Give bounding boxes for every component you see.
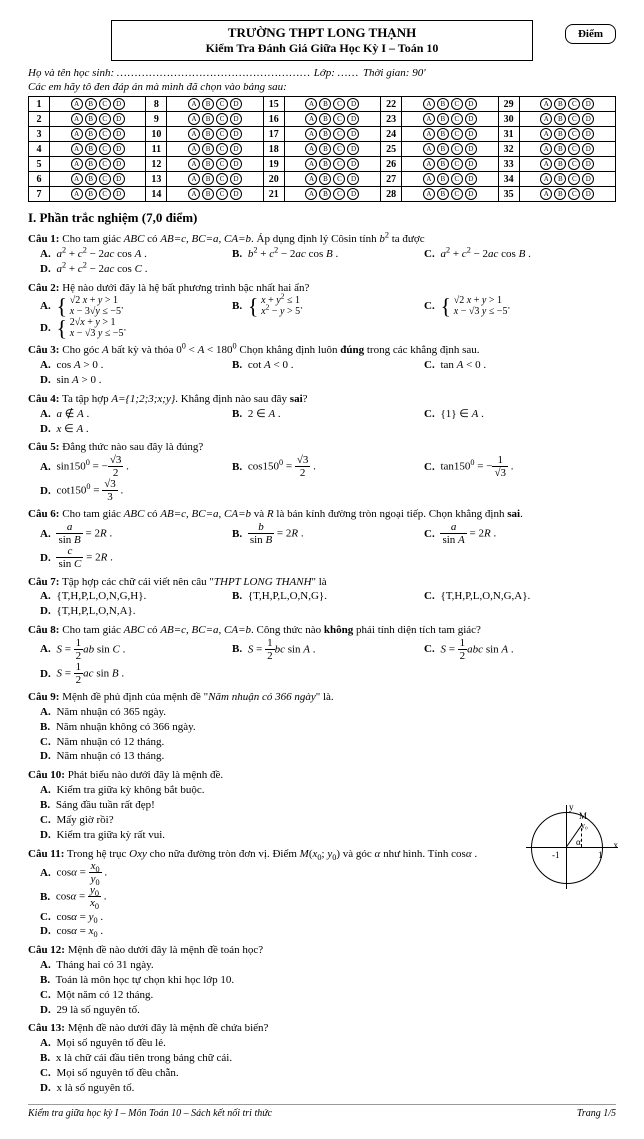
bubble-cell[interactable]: ABCD	[519, 172, 615, 187]
question-8: Câu 8: Cho tam giác ABC có AB=c, BC=a, C…	[28, 623, 616, 686]
bubble-cell[interactable]: ABCD	[402, 142, 498, 157]
question-13: Câu 13: Mệnh đề nào dưới đây là mệnh đề …	[28, 1021, 616, 1095]
bubble-cell[interactable]: ABCD	[519, 157, 615, 172]
bubble-cell[interactable]: ABCD	[284, 187, 380, 202]
bubble-number: 15	[263, 97, 284, 112]
question-6: Câu 6: Cho tam giác ABC có AB=c, BC=a, C…	[28, 507, 616, 570]
bubble-number: 24	[381, 127, 402, 142]
bubble-number: 29	[498, 97, 519, 112]
bubble-number: 1	[29, 97, 50, 112]
bubble-number: 20	[263, 172, 284, 187]
bubble-cell[interactable]: ABCD	[284, 97, 380, 112]
score-box: Điểm	[565, 24, 616, 44]
bubble-cell[interactable]: ABCD	[167, 157, 263, 172]
bubble-cell[interactable]: ABCD	[167, 97, 263, 112]
bubble-cell[interactable]: ABCD	[402, 97, 498, 112]
footer-left: Kiểm tra giữa học kỳ I – Môn Toán 10 – S…	[28, 1108, 272, 1119]
bubble-cell[interactable]: ABCD	[519, 187, 615, 202]
exam-title: Kiểm Tra Đánh Giá Giữa Học Kỳ I – Toán 1…	[142, 41, 502, 56]
bubble-number: 10	[146, 127, 167, 142]
bubble-number: 25	[381, 142, 402, 157]
bubble-cell[interactable]: ABCD	[167, 127, 263, 142]
bubble-cell[interactable]: ABCD	[167, 112, 263, 127]
class-label: Lớp:	[314, 67, 335, 79]
question-2: Câu 2: Hệ nào dưới đây là hệ bất phương …	[28, 281, 616, 340]
student-info-line: Họ và tên học sinh: ……………………………………………… L…	[28, 67, 616, 79]
bubble-number: 33	[498, 157, 519, 172]
header-box: TRƯỜNG THPT LONG THẠNH Kiểm Tra Đánh Giá…	[111, 20, 533, 61]
bubble-cell[interactable]: ABCD	[50, 157, 146, 172]
bubble-number: 35	[498, 187, 519, 202]
section-title: I. Phần trắc nghiệm (7,0 điểm)	[28, 210, 616, 226]
bubble-cell[interactable]: ABCD	[519, 142, 615, 157]
question-4: Câu 4: Ta tập hợp A={1;2;3;x;y}. Khẳng đ…	[28, 392, 616, 437]
school-name: TRƯỜNG THPT LONG THẠNH	[142, 25, 502, 41]
bubble-number: 34	[498, 172, 519, 187]
bubble-number: 12	[146, 157, 167, 172]
bubble-number: 5	[29, 157, 50, 172]
bubble-number: 23	[381, 112, 402, 127]
bubble-cell[interactable]: ABCD	[50, 187, 146, 202]
question-7: Câu 7: Tập hợp các chữ cái viết nên câu …	[28, 575, 616, 620]
bubble-number: 19	[263, 157, 284, 172]
question-3: Câu 3: Cho góc A bất kỳ và thỏa 00 < A <…	[28, 343, 616, 388]
bubble-cell[interactable]: ABCD	[402, 187, 498, 202]
bubble-number: 28	[381, 187, 402, 202]
question-9: Câu 9: Mệnh đề phủ định của mệnh đề "Năm…	[28, 690, 616, 764]
bubble-cell[interactable]: ABCD	[519, 112, 615, 127]
question-11: Câu 11: Trong hệ trục Oxy cho nữa đường …	[28, 847, 616, 940]
bubble-number: 18	[263, 142, 284, 157]
question-5: Câu 5: Đẳng thức nào sau đây là đúng? A.…	[28, 440, 616, 503]
bubble-cell[interactable]: ABCD	[284, 172, 380, 187]
bubble-cell[interactable]: ABCD	[284, 127, 380, 142]
answer-bubble-table: 1ABCD8ABCD15ABCD22ABCD29ABCD2ABCD9ABCD16…	[28, 96, 616, 202]
bubble-cell[interactable]: ABCD	[167, 172, 263, 187]
bubble-number: 13	[146, 172, 167, 187]
bubble-number: 14	[146, 187, 167, 202]
bubble-cell[interactable]: ABCD	[284, 142, 380, 157]
bubble-number: 21	[263, 187, 284, 202]
question-12: Câu 12: Mệnh đề nào dưới đây là mệnh đề …	[28, 943, 616, 1017]
bubble-cell[interactable]: ABCD	[167, 187, 263, 202]
bubble-cell[interactable]: ABCD	[50, 172, 146, 187]
name-label: Họ và tên học sinh:	[28, 67, 114, 79]
bubble-number: 9	[146, 112, 167, 127]
bubble-cell[interactable]: ABCD	[167, 142, 263, 157]
bubble-cell[interactable]: ABCD	[50, 142, 146, 157]
bubble-number: 32	[498, 142, 519, 157]
bubble-number: 2	[29, 112, 50, 127]
bubble-number: 6	[29, 172, 50, 187]
footer-right: Trang 1/5	[577, 1108, 616, 1119]
bubble-cell[interactable]: ABCD	[402, 112, 498, 127]
page-footer: Kiểm tra giữa học kỳ I – Môn Toán 10 – S…	[28, 1104, 616, 1119]
bubble-cell[interactable]: ABCD	[402, 127, 498, 142]
bubble-number: 31	[498, 127, 519, 142]
bubble-cell[interactable]: ABCD	[50, 127, 146, 142]
bubble-cell[interactable]: ABCD	[402, 172, 498, 187]
bubble-cell[interactable]: ABCD	[284, 112, 380, 127]
bubble-cell[interactable]: ABCD	[519, 127, 615, 142]
bubble-number: 30	[498, 112, 519, 127]
bubble-cell[interactable]: ABCD	[50, 97, 146, 112]
bubble-cell[interactable]: ABCD	[519, 97, 615, 112]
bubble-cell[interactable]: ABCD	[50, 112, 146, 127]
bubble-cell[interactable]: ABCD	[284, 157, 380, 172]
bubble-number: 27	[381, 172, 402, 187]
bubble-number: 22	[381, 97, 402, 112]
bubble-number: 3	[29, 127, 50, 142]
bubble-number: 8	[146, 97, 167, 112]
bubble-number: 17	[263, 127, 284, 142]
bubble-instruction: Các em hãy tô đen đáp án mà mình đã chọn…	[28, 81, 616, 93]
bubble-cell[interactable]: ABCD	[402, 157, 498, 172]
unit-circle-diagram: x y -1 1 M y₀ α	[526, 807, 616, 897]
bubble-number: 11	[146, 142, 167, 157]
bubble-number: 26	[381, 157, 402, 172]
bubble-number: 7	[29, 187, 50, 202]
time-label: Thời gian: 90'	[363, 67, 426, 79]
bubble-number: 4	[29, 142, 50, 157]
bubble-number: 16	[263, 112, 284, 127]
question-1: Câu 1: Cho tam giác ABC có AB=c, BC=a, C…	[28, 232, 616, 277]
